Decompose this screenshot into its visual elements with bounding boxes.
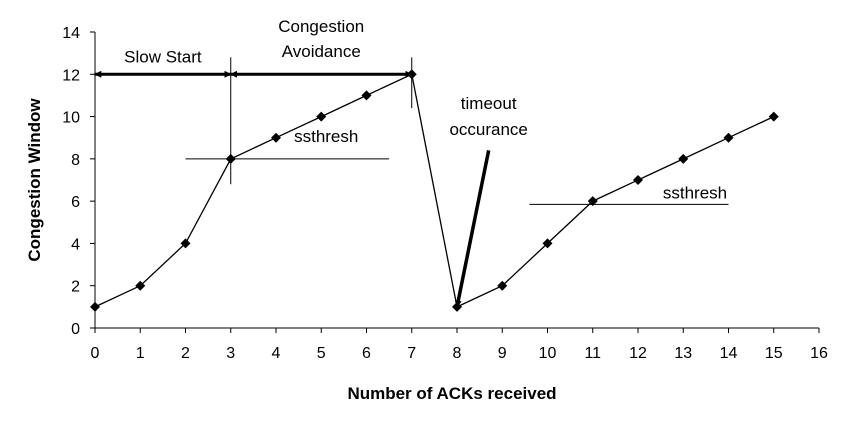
y-tick-label: 8 xyxy=(71,152,80,169)
y-tick-label: 4 xyxy=(71,236,80,253)
y-tick-group: 0 2 4 6 8 10 12 14 xyxy=(62,25,95,338)
x-axis-title: Number of ACKs received xyxy=(347,384,556,403)
data-point-marker xyxy=(316,111,327,122)
x-tick-label: 14 xyxy=(720,345,738,362)
x-tick-label: 12 xyxy=(629,345,647,362)
data-point-marker xyxy=(633,175,643,185)
data-point-marker xyxy=(271,132,281,143)
x-tick-label: 0 xyxy=(91,345,100,362)
data-point-marker xyxy=(406,69,417,80)
timeout-label-line1: timeout xyxy=(461,94,517,113)
x-tick-label: 16 xyxy=(810,345,828,362)
timeout-arrow xyxy=(454,150,491,308)
series-markers xyxy=(90,69,779,312)
y-tick-label: 6 xyxy=(71,194,80,211)
data-point-marker xyxy=(452,301,462,312)
x-tick-label: 2 xyxy=(181,345,190,362)
ssthresh-label-2: ssthresh xyxy=(663,183,727,202)
congestion-window-series-line xyxy=(94,73,775,308)
y-tick-label: 2 xyxy=(71,279,80,296)
data-point-marker xyxy=(678,153,689,164)
x-tick-label: 9 xyxy=(498,345,507,362)
x-tick-label: 8 xyxy=(453,345,462,362)
annotation-group: Slow Start Congestion Avoidance ssthresh… xyxy=(94,17,729,308)
data-point-marker xyxy=(542,238,553,249)
data-point-marker xyxy=(768,111,779,122)
data-point-marker xyxy=(587,196,598,207)
data-point-marker xyxy=(180,238,191,249)
x-tick-label: 1 xyxy=(136,345,145,362)
x-tick-label: 5 xyxy=(317,345,326,362)
x-tick-label: 7 xyxy=(407,345,416,362)
x-tick-label: 3 xyxy=(226,345,235,362)
data-point-marker xyxy=(723,132,734,143)
data-point-marker xyxy=(90,301,100,312)
congestion-avoidance-label-line1: Congestion xyxy=(278,17,364,36)
y-tick-label: 0 xyxy=(71,321,80,338)
x-tick-group: 0 1 2 3 4 5 6 7 8 9 10 11 12 13 14 15 16 xyxy=(91,328,828,362)
data-point-marker xyxy=(361,90,372,101)
congestion-avoidance-label-line2: Avoidance xyxy=(282,42,361,61)
y-axis-title: Congestion Window xyxy=(25,98,44,262)
x-tick-label: 11 xyxy=(584,345,601,362)
data-point-marker xyxy=(225,153,236,164)
x-tick-label: 4 xyxy=(272,345,281,362)
timeout-label-line2: occurance xyxy=(449,120,527,139)
slow-start-label: Slow Start xyxy=(124,47,202,66)
y-tick-label: 12 xyxy=(62,67,80,84)
ssthresh-label-1: ssthresh xyxy=(294,127,358,146)
x-tick-label: 15 xyxy=(765,345,783,362)
y-tick-label: 14 xyxy=(62,25,80,42)
y-tick-label: 10 xyxy=(62,110,80,127)
data-point-marker xyxy=(135,280,146,291)
x-tick-label: 13 xyxy=(674,345,692,362)
data-point-marker xyxy=(497,280,508,291)
x-tick-label: 10 xyxy=(539,345,557,362)
x-tick-label: 6 xyxy=(362,345,371,362)
